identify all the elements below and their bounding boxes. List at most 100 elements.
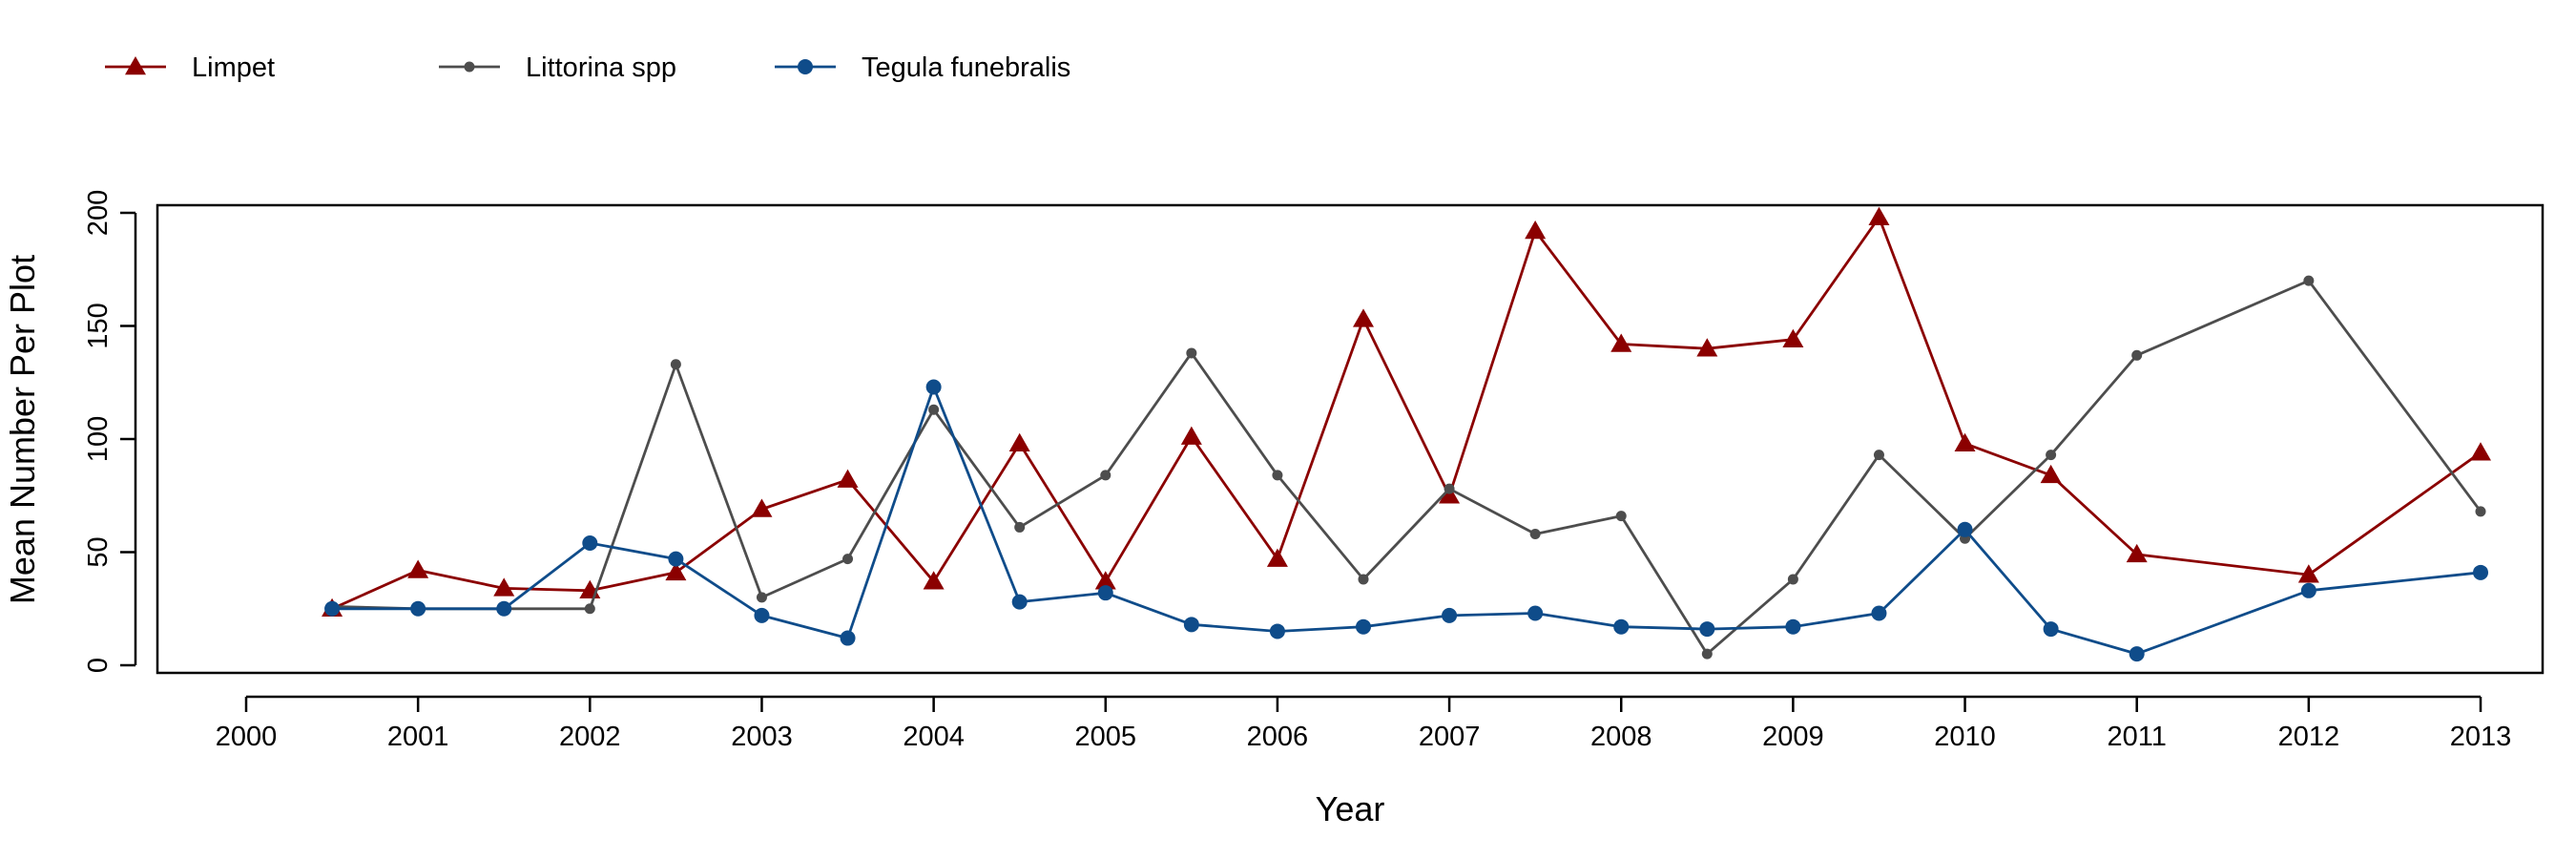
data-point-littorina-spp [2475, 506, 2486, 517]
y-tick-label: 50 [83, 536, 114, 567]
legend-item-limpet: Limpet [105, 52, 275, 83]
data-point-limpet [2040, 464, 2062, 484]
legend-label: Littorina spp [526, 52, 676, 83]
data-point-tegula-funebralis [1442, 607, 1458, 623]
data-point-limpet [1954, 432, 1976, 451]
x-tick-label: 2010 [1934, 722, 1996, 752]
legend-swatch-marker [798, 59, 813, 74]
data-point-limpet [1008, 432, 1030, 451]
legend-swatch-marker [125, 56, 146, 75]
x-tick-label: 2003 [731, 722, 793, 752]
data-point-littorina-spp [1529, 529, 1541, 540]
data-point-littorina-spp [584, 603, 595, 615]
data-point-limpet [837, 469, 859, 488]
data-point-littorina-spp [1873, 450, 1884, 461]
series-line-limpet [331, 216, 2482, 611]
x-tick-label: 2013 [2450, 722, 2512, 752]
data-point-tegula-funebralis [840, 630, 856, 646]
x-tick-label: 2005 [1075, 722, 1137, 752]
series-layer [322, 206, 2491, 662]
data-point-tegula-funebralis [1097, 585, 1113, 601]
series-tegula-funebralis [324, 379, 2488, 662]
data-point-tegula-funebralis [1269, 623, 1285, 639]
data-point-tegula-funebralis [324, 600, 341, 617]
data-point-tegula-funebralis [2300, 582, 2316, 598]
data-point-limpet [1180, 426, 1202, 445]
data-point-littorina-spp [1444, 483, 1455, 494]
data-point-littorina-spp [1100, 470, 1111, 481]
data-point-littorina-spp [1272, 470, 1283, 481]
data-point-limpet [1868, 206, 1890, 225]
data-point-tegula-funebralis [1183, 617, 1199, 633]
data-point-tegula-funebralis [1613, 618, 1630, 635]
x-tick-label: 2001 [387, 722, 449, 752]
data-point-tegula-funebralis [925, 379, 942, 395]
y-axis: 0 50 100 150 200 [83, 190, 137, 673]
data-point-littorina-spp [670, 359, 681, 370]
data-point-tegula-funebralis [754, 607, 770, 623]
y-tick-label: 200 [83, 190, 114, 236]
data-point-tegula-funebralis [1871, 605, 1887, 621]
data-point-limpet [1439, 485, 1461, 504]
data-point-littorina-spp [928, 404, 940, 415]
data-point-littorina-spp [2131, 349, 2143, 361]
legend-item-littorina-spp: Littorina spp [439, 52, 676, 83]
legend-swatch-marker [464, 61, 475, 73]
y-tick-label: 0 [83, 658, 114, 673]
x-tick-label: 2011 [2108, 722, 2167, 752]
legend-label: Limpet [192, 52, 275, 83]
x-tick-label: 2006 [1247, 722, 1309, 752]
data-point-tegula-funebralis [496, 600, 512, 617]
data-point-littorina-spp [2303, 275, 2315, 286]
data-point-limpet [1782, 328, 1804, 347]
data-point-limpet [1696, 338, 1718, 357]
y-tick-label: 150 [83, 303, 114, 348]
data-point-tegula-funebralis [2129, 646, 2145, 662]
data-point-limpet [2470, 442, 2491, 461]
series-limpet [322, 206, 2491, 617]
data-point-limpet [1094, 571, 1116, 590]
x-tick-label: 2008 [1590, 722, 1652, 752]
data-point-littorina-spp [1014, 521, 1026, 533]
data-point-tegula-funebralis [1527, 605, 1544, 621]
x-tick-label: 2000 [216, 722, 278, 752]
legend-label: Tegula funebralis [862, 52, 1070, 83]
x-tick-label: 2007 [1419, 722, 1481, 752]
data-point-tegula-funebralis [668, 551, 684, 567]
data-point-limpet [751, 498, 773, 517]
data-point-limpet [665, 561, 687, 581]
data-point-tegula-funebralis [2043, 621, 2059, 638]
plot-area-frame [156, 203, 2545, 675]
data-point-littorina-spp [756, 592, 767, 603]
legend: Limpet Littorina spp Tegula funebralis [105, 52, 1070, 83]
data-point-littorina-spp [1186, 347, 1197, 359]
x-tick-label: 2002 [559, 722, 621, 752]
data-point-tegula-funebralis [582, 535, 598, 552]
data-point-limpet [1525, 220, 1547, 240]
data-point-limpet [2126, 543, 2148, 563]
data-point-tegula-funebralis [1011, 594, 1028, 610]
data-point-littorina-spp [842, 554, 854, 565]
x-axis-title: Year [1316, 789, 1385, 828]
data-point-littorina-spp [1358, 574, 1369, 585]
x-tick-label: 2012 [2278, 722, 2340, 752]
data-point-limpet [493, 577, 515, 597]
data-point-littorina-spp [1787, 574, 1798, 585]
data-point-littorina-spp [1701, 648, 1713, 660]
data-point-tegula-funebralis [1785, 618, 1801, 635]
series-littorina-spp [326, 275, 2486, 660]
data-point-littorina-spp [1615, 511, 1627, 522]
legend-item-tegula-funebralis: Tegula funebralis [775, 52, 1070, 83]
x-tick-label: 2009 [1762, 722, 1824, 752]
data-point-littorina-spp [2046, 450, 2057, 461]
data-point-limpet [407, 559, 429, 578]
data-point-limpet [2297, 564, 2319, 583]
data-point-tegula-funebralis [410, 600, 426, 617]
data-point-limpet [1610, 333, 1632, 352]
data-point-limpet [1266, 548, 1288, 567]
data-point-tegula-funebralis [1356, 618, 1371, 635]
series-line-tegula-funebralis [332, 386, 2482, 656]
x-tick-label: 2004 [903, 722, 965, 752]
data-point-limpet [923, 571, 945, 590]
